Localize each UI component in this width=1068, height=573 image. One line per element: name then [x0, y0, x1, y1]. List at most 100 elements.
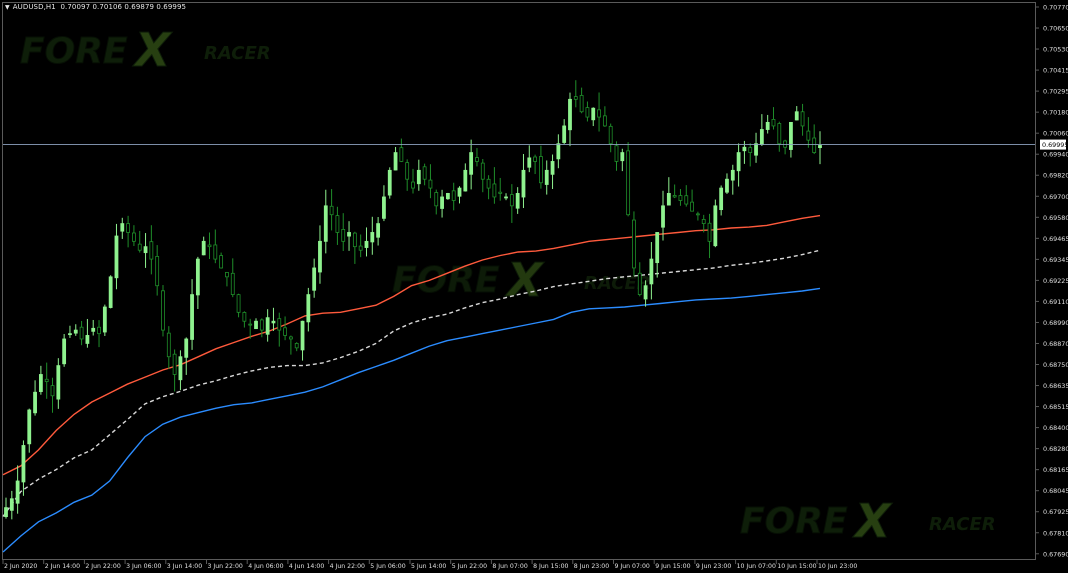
candle	[39, 366, 42, 395]
candle-body	[522, 170, 525, 197]
candle	[231, 258, 234, 297]
x-tick-label: 8 Jun 07:00	[492, 563, 527, 570]
candle-body	[336, 216, 339, 233]
y-tick-label: 0.68870	[1043, 340, 1068, 348]
y-tick-label: 0.70415	[1043, 67, 1068, 75]
current-price-label: 0.69995	[1042, 141, 1068, 149]
candle-body	[766, 122, 769, 129]
candle-body	[51, 386, 54, 396]
y-tick-label: 0.68635	[1043, 382, 1068, 390]
candle	[51, 378, 54, 413]
dropdown-arrow-icon[interactable]: ▼	[5, 4, 10, 11]
candle-body	[406, 163, 409, 180]
candle	[708, 214, 711, 258]
candle-body	[580, 95, 583, 111]
candle-body	[813, 138, 816, 153]
y-tick-label: 0.68515	[1043, 403, 1068, 411]
candle-body	[167, 333, 170, 357]
candle-body	[400, 148, 403, 162]
candle-body	[412, 182, 415, 188]
ohlc-values: 0.70097 0.70106 0.69879 0.69995	[60, 3, 186, 11]
candle	[609, 124, 612, 153]
candle	[458, 186, 461, 203]
candle	[493, 167, 496, 204]
candle-body	[202, 241, 205, 255]
candle-body	[237, 295, 240, 313]
candle	[80, 321, 83, 345]
candle	[243, 311, 246, 327]
candle	[435, 190, 438, 215]
candle-body	[423, 167, 426, 179]
candle-body	[737, 153, 740, 171]
candle	[627, 142, 630, 216]
candle	[377, 217, 380, 245]
candle-body	[656, 232, 659, 262]
x-tick-label: 3 Jun 06:00	[126, 563, 161, 570]
candle-body	[10, 499, 13, 511]
candle-body	[225, 272, 228, 276]
candle	[487, 175, 490, 199]
candle-body	[493, 184, 496, 197]
candle	[505, 193, 508, 200]
candle-body	[191, 295, 194, 340]
candle	[45, 363, 48, 399]
candle-body	[388, 170, 391, 195]
candle	[417, 160, 420, 191]
candle	[662, 191, 665, 241]
candle	[34, 380, 37, 415]
candle	[336, 207, 339, 245]
candle	[394, 147, 397, 170]
candle	[202, 237, 205, 256]
candle-body	[144, 247, 147, 253]
candle-body	[173, 354, 176, 374]
candle-body	[778, 124, 781, 144]
candle-body	[755, 144, 758, 155]
x-tick-label: 10 Jun 23:00	[818, 563, 857, 570]
y-tick-label: 0.70295	[1043, 88, 1068, 96]
y-tick-label: 0.69465	[1043, 235, 1068, 243]
candle-body	[278, 319, 281, 330]
candle-body	[557, 144, 560, 159]
candle	[551, 155, 554, 189]
candle-body	[475, 158, 478, 162]
x-tick-label: 2 Jun 22:00	[85, 563, 120, 570]
candle	[749, 143, 752, 166]
candle-body	[650, 259, 653, 284]
candle-body	[510, 195, 513, 206]
candle-body	[667, 193, 670, 205]
candle-body	[702, 219, 705, 223]
candle-body	[28, 410, 31, 444]
candle-body	[68, 334, 71, 335]
candle-body	[499, 192, 502, 193]
candle-body	[255, 321, 258, 328]
candle	[499, 178, 502, 201]
candle-body	[22, 445, 25, 481]
candle-body	[772, 119, 775, 126]
candle-body	[109, 277, 112, 308]
candle	[109, 275, 112, 308]
candle	[371, 217, 374, 255]
candle-body	[691, 202, 694, 211]
candle	[16, 465, 19, 513]
candle	[731, 165, 734, 195]
candle-body	[819, 145, 822, 147]
x-tick-label: 4 Jun 14:00	[289, 563, 324, 570]
candle	[196, 257, 199, 309]
candle-body	[231, 273, 234, 294]
candle	[528, 145, 531, 172]
candle-body	[295, 343, 298, 347]
candle-body	[801, 112, 804, 126]
time-axis[interactable]: 2 Jun 2020 2 Jun 14:00 2 Jun 22:00 3 Jun 06…	[3, 560, 857, 570]
candle-body	[644, 286, 647, 299]
price-axis[interactable]: 0.70770 0.70650 0.70530 0.70415 0.70295 0.701…	[1035, 4, 1068, 559]
candle	[452, 183, 455, 211]
candle	[772, 107, 775, 129]
candle	[161, 285, 164, 336]
candle	[92, 320, 95, 336]
candle	[28, 409, 31, 453]
svg-text:FORE: FORE	[392, 260, 500, 301]
y-tick-label: 0.70530	[1043, 46, 1068, 54]
candle-body	[63, 339, 66, 364]
